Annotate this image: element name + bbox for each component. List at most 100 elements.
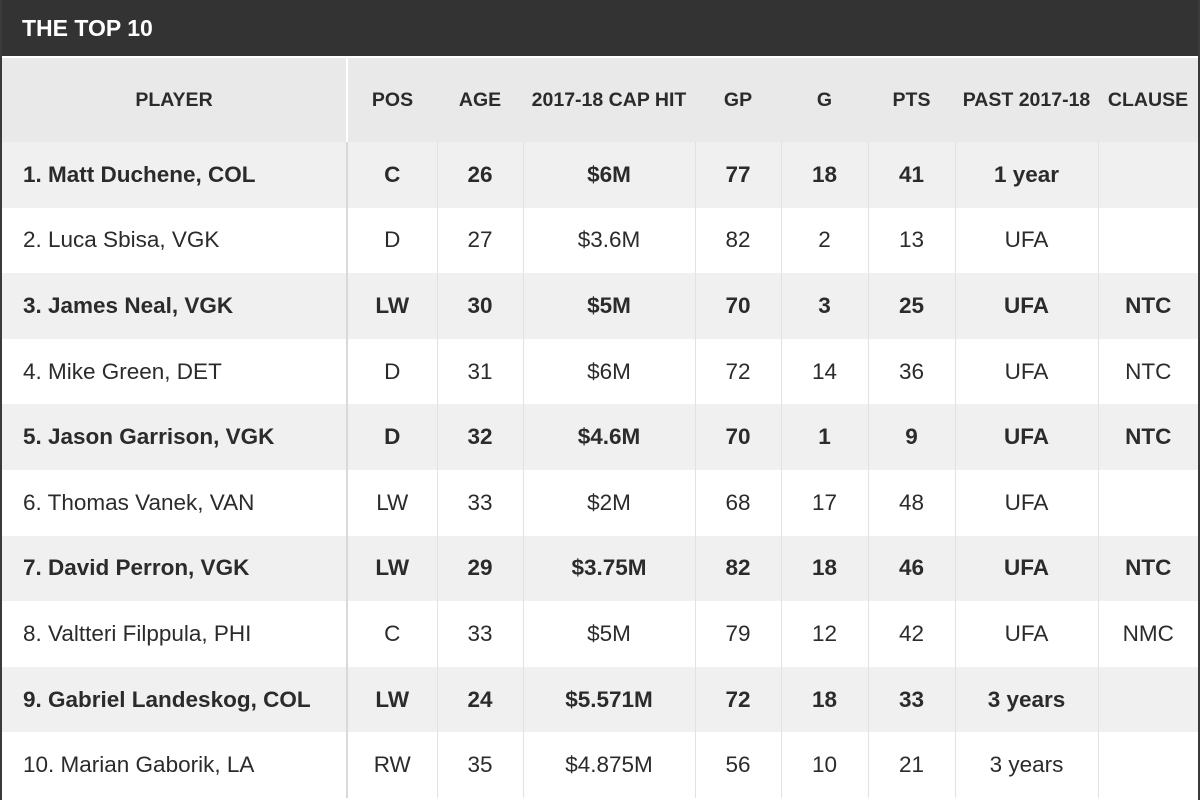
pos-cell: D: [347, 207, 438, 274]
table-row: 1. Matt Duchene, COL C 26 $6M 77 18 41 1 year: [2, 142, 1198, 208]
clause-cell: [1098, 142, 1198, 208]
player-cell: 1. Matt Duchene, COL: [2, 142, 348, 208]
gp-cell: 56: [695, 732, 782, 798]
past-cell: UFA: [955, 207, 1099, 274]
g-cell: 12: [781, 601, 869, 667]
clause-cell: [1098, 666, 1198, 733]
cap-hit-cell: $3.75M: [523, 535, 696, 602]
table-body: 1. Matt Duchene, COL C 26 $6M 77 18 41 1 year 2.…: [2, 142, 1198, 798]
clause-cell: NTC: [1098, 273, 1198, 339]
header-player: PLAYER: [2, 56, 348, 142]
g-cell: 18: [781, 666, 869, 733]
pts-cell: 13: [868, 207, 956, 274]
gp-cell: 82: [695, 207, 782, 274]
pts-cell: 36: [868, 338, 956, 405]
gp-cell: 70: [695, 273, 782, 339]
pts-cell: 25: [868, 273, 956, 339]
header-cap-hit: 2017-18 CAP HIT: [523, 56, 695, 142]
header-gp: GP: [695, 56, 781, 142]
past-cell: UFA: [955, 338, 1099, 405]
gp-cell: 79: [695, 601, 782, 667]
g-cell: 18: [781, 142, 869, 208]
table-row: 3. James Neal, VGK LW 30 $5M 70 3 25 UFA NTC: [2, 273, 1198, 339]
table-row: 4. Mike Green, DET D 31 $6M 72 14 36 UFA NTC: [2, 338, 1198, 405]
age-cell: 31: [437, 338, 524, 405]
cap-hit-cell: $4.6M: [523, 404, 696, 470]
pts-cell: 46: [868, 535, 956, 602]
clause-cell: [1098, 469, 1198, 536]
player-cell: 10. Marian Gaborik, LA: [2, 732, 348, 798]
clause-cell: [1098, 732, 1198, 798]
header-past: PAST 2017-18: [955, 56, 1098, 142]
table-row: 6. Thomas Vanek, VAN LW 33 $2M 68 17 48 UFA: [2, 469, 1198, 536]
age-cell: 35: [437, 732, 524, 798]
player-cell: 3. James Neal, VGK: [2, 273, 348, 339]
table-row: 10. Marian Gaborik, LA RW 35 $4.875M 56 10 21 3…: [2, 732, 1198, 798]
past-cell: UFA: [955, 535, 1099, 602]
past-cell: UFA: [955, 601, 1099, 667]
age-cell: 30: [437, 273, 524, 339]
header-pos: POS: [347, 56, 437, 142]
cap-hit-cell: $2M: [523, 469, 696, 536]
table-row: 9. Gabriel Landeskog, COL LW 24 $5.571M 72 18…: [2, 666, 1198, 733]
cap-hit-cell: $4.875M: [523, 732, 696, 798]
table-row: 5. Jason Garrison, VGK D 32 $4.6M 70 1 9 UFA NTC: [2, 404, 1198, 470]
age-cell: 33: [437, 601, 524, 667]
clause-cell: NTC: [1098, 404, 1198, 470]
g-cell: 18: [781, 535, 869, 602]
pos-cell: LW: [347, 666, 438, 733]
past-cell: 3 years: [955, 732, 1099, 798]
past-cell: 1 year: [955, 142, 1099, 208]
pos-cell: C: [347, 601, 438, 667]
pos-cell: D: [347, 338, 438, 405]
player-cell: 4. Mike Green, DET: [2, 338, 348, 405]
pos-cell: D: [347, 404, 438, 470]
players-table: PLAYER POS AGE 2017-18 CAP HIT GP G PTS …: [2, 56, 1198, 798]
age-cell: 26: [437, 142, 524, 208]
g-cell: 14: [781, 338, 869, 405]
past-cell: UFA: [955, 404, 1099, 470]
g-cell: 10: [781, 732, 869, 798]
pos-cell: RW: [347, 732, 438, 798]
gp-cell: 72: [695, 338, 782, 405]
age-cell: 29: [437, 535, 524, 602]
clause-cell: NTC: [1098, 338, 1198, 405]
past-cell: UFA: [955, 469, 1099, 536]
pos-cell: LW: [347, 469, 438, 536]
g-cell: 17: [781, 469, 869, 536]
header-g: G: [781, 56, 868, 142]
table-header: PLAYER POS AGE 2017-18 CAP HIT GP G PTS …: [2, 56, 1198, 142]
gp-cell: 70: [695, 404, 782, 470]
table-row: 7. David Perron, VGK LW 29 $3.75M 82 18 46 UFA N…: [2, 535, 1198, 602]
header-age: AGE: [437, 56, 523, 142]
gp-cell: 82: [695, 535, 782, 602]
header-row: PLAYER POS AGE 2017-18 CAP HIT GP G PTS …: [2, 56, 1198, 142]
player-cell: 9. Gabriel Landeskog, COL: [2, 666, 348, 733]
cap-hit-cell: $3.6M: [523, 207, 696, 274]
g-cell: 3: [781, 273, 869, 339]
player-cell: 8. Valtteri Filppula, PHI: [2, 601, 348, 667]
cap-hit-cell: $6M: [523, 338, 696, 405]
clause-cell: NTC: [1098, 535, 1198, 602]
g-cell: 2: [781, 207, 869, 274]
cap-hit-cell: $5.571M: [523, 666, 696, 733]
pts-cell: 42: [868, 601, 956, 667]
g-cell: 1: [781, 404, 869, 470]
past-cell: 3 years: [955, 666, 1099, 733]
gp-cell: 72: [695, 666, 782, 733]
cap-hit-cell: $6M: [523, 142, 696, 208]
pos-cell: C: [347, 142, 438, 208]
pts-cell: 48: [868, 469, 956, 536]
header-clause: CLAUSE: [1098, 56, 1198, 142]
pos-cell: LW: [347, 535, 438, 602]
player-cell: 6. Thomas Vanek, VAN: [2, 469, 348, 536]
pts-cell: 9: [868, 404, 956, 470]
age-cell: 24: [437, 666, 524, 733]
gp-cell: 68: [695, 469, 782, 536]
table-row: 8. Valtteri Filppula, PHI C 33 $5M 79 12 42 UFA…: [2, 601, 1198, 667]
age-cell: 33: [437, 469, 524, 536]
age-cell: 27: [437, 207, 524, 274]
clause-cell: [1098, 207, 1198, 274]
clause-cell: NMC: [1098, 601, 1198, 667]
